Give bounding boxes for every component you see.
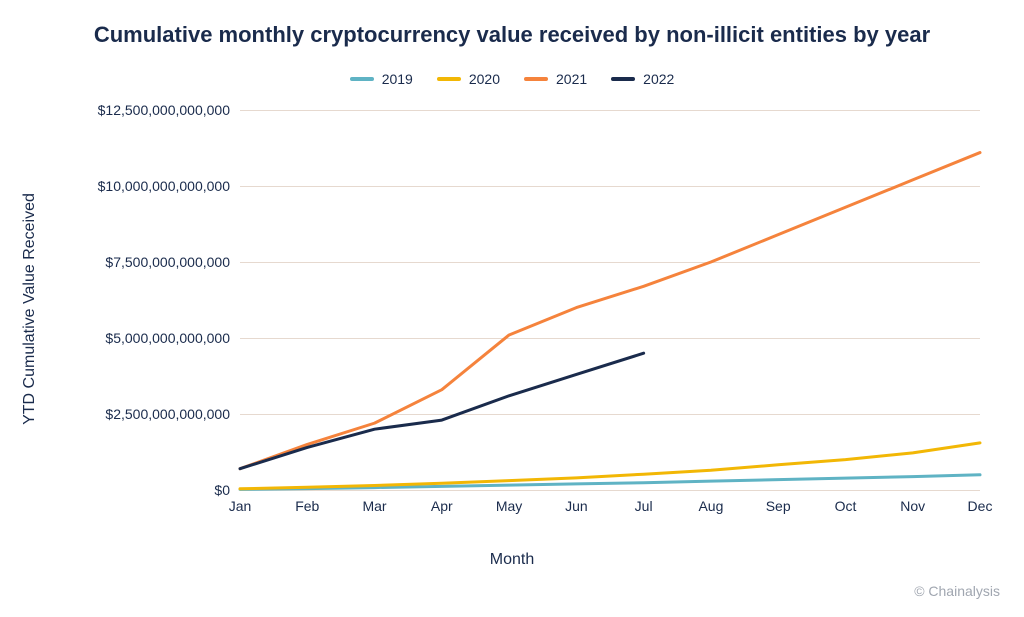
x-tick-label: Feb bbox=[295, 498, 319, 514]
legend-label: 2019 bbox=[382, 71, 413, 87]
series-line-2021 bbox=[240, 153, 980, 469]
x-tick-label: Dec bbox=[968, 498, 993, 514]
legend-swatch bbox=[524, 77, 548, 81]
chart-legend: 2019 2020 2021 2022 bbox=[0, 68, 1024, 87]
y-tick-label: $0 bbox=[214, 482, 230, 498]
x-tick-label: Nov bbox=[900, 498, 925, 514]
y-axis-title: YTD Cumulative Value Received bbox=[21, 193, 39, 425]
legend-item: 2020 bbox=[437, 71, 500, 87]
x-tick-label: Jul bbox=[635, 498, 653, 514]
x-tick-label: Sep bbox=[766, 498, 791, 514]
legend-label: 2022 bbox=[643, 71, 674, 87]
x-tick-label: Jun bbox=[565, 498, 588, 514]
x-axis-title: Month bbox=[490, 551, 534, 569]
x-tick-label: Mar bbox=[362, 498, 386, 514]
legend-item: 2021 bbox=[524, 71, 587, 87]
legend-label: 2020 bbox=[469, 71, 500, 87]
plot-area: JanFebMarAprMayJunJulAugSepOctNovDec $0$… bbox=[240, 110, 980, 490]
legend-item: 2019 bbox=[350, 71, 413, 87]
x-axis-area: JanFebMarAprMayJunJulAugSepOctNovDec bbox=[240, 490, 980, 530]
y-tick-label: $5,000,000,000,000 bbox=[105, 330, 230, 346]
x-tick-label: Apr bbox=[431, 498, 453, 514]
y-tick-label: $2,500,000,000,000 bbox=[105, 406, 230, 422]
legend-swatch bbox=[350, 77, 374, 81]
chart-title: Cumulative monthly cryptocurrency value … bbox=[0, 22, 1024, 48]
legend-swatch bbox=[611, 77, 635, 81]
attribution: © Chainalysis bbox=[914, 583, 1000, 599]
y-tick-label: $7,500,000,000,000 bbox=[105, 254, 230, 270]
legend-label: 2021 bbox=[556, 71, 587, 87]
x-tick-label: May bbox=[496, 498, 522, 514]
legend-swatch bbox=[437, 77, 461, 81]
x-tick-label: Aug bbox=[698, 498, 723, 514]
legend-item: 2022 bbox=[611, 71, 674, 87]
y-tick-label: $12,500,000,000,000 bbox=[98, 102, 230, 118]
y-tick-label: $10,000,000,000,000 bbox=[98, 178, 230, 194]
x-tick-label: Jan bbox=[229, 498, 252, 514]
line-series-svg bbox=[240, 110, 980, 490]
chart-container: Cumulative monthly cryptocurrency value … bbox=[0, 0, 1024, 617]
x-tick-label: Oct bbox=[835, 498, 857, 514]
series-line-2022 bbox=[240, 353, 644, 469]
